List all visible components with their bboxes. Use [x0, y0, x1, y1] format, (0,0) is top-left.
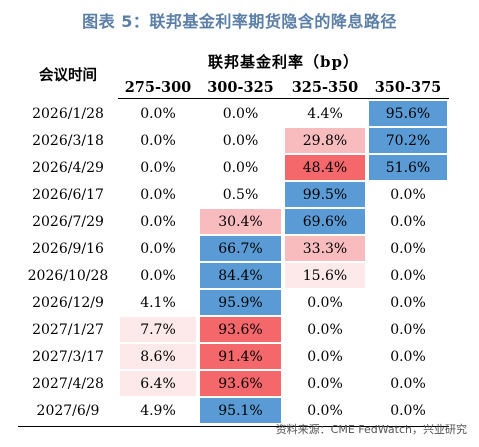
- probability-cell: 0.0%: [285, 290, 365, 315]
- probability-cell: 0.0%: [369, 371, 447, 396]
- meeting-date: 2026/10/28: [27, 267, 109, 284]
- probability-cell: 0.0%: [200, 155, 281, 180]
- probability-cell: 6.4%: [120, 371, 196, 396]
- probability-cell: 33.3%: [285, 236, 365, 261]
- probability-cell: 51.6%: [369, 155, 447, 180]
- probability-cell: 91.4%: [200, 344, 281, 369]
- probability-cell: 95.1%: [200, 398, 281, 423]
- probability-cell: 15.6%: [285, 263, 365, 288]
- meeting-date: 2026/3/18: [32, 132, 104, 149]
- probability-cell: 0.0%: [369, 263, 447, 288]
- probability-cell: 0.0%: [369, 290, 447, 315]
- probability-cell: 69.6%: [285, 209, 365, 234]
- probability-cell: 0.0%: [369, 398, 447, 423]
- row-header: 会议时间: [39, 66, 97, 84]
- probability-cell: 4.4%: [285, 101, 365, 126]
- bottom-rule: [18, 426, 449, 427]
- probability-cell: 95.9%: [200, 290, 281, 315]
- probability-cell: 0.0%: [120, 101, 196, 126]
- probability-cell: 93.6%: [200, 317, 281, 342]
- probability-cell: 0.0%: [285, 398, 365, 423]
- probability-cell: 95.6%: [369, 101, 447, 126]
- probability-cell: 0.0%: [200, 128, 281, 153]
- meeting-date: 2027/4/28: [32, 375, 104, 392]
- probability-cell: 70.2%: [369, 128, 447, 153]
- meeting-date: 2026/1/28: [32, 105, 104, 122]
- probability-cell: 8.6%: [120, 344, 196, 369]
- probability-cell: 0.0%: [285, 317, 365, 342]
- probability-cell: 0.0%: [369, 182, 447, 207]
- chart-title: 图表 5：联邦基金利率期货隐含的降息路径: [82, 12, 397, 31]
- meeting-date: 2026/12/9: [32, 294, 104, 311]
- probability-cell: 0.0%: [285, 344, 365, 369]
- probability-cell: 0.0%: [369, 236, 447, 261]
- meeting-date: 2027/1/27: [32, 321, 104, 338]
- probability-cell: 7.7%: [120, 317, 196, 342]
- meeting-date: 2026/4/29: [32, 159, 104, 176]
- probability-cell: 0.0%: [369, 317, 447, 342]
- probability-cell: 0.0%: [285, 371, 365, 396]
- column-header: 325-350: [291, 78, 359, 96]
- group-header: 联邦基金利率（bp）: [208, 52, 359, 71]
- probability-cell: 93.6%: [200, 371, 281, 396]
- column-header: 350-375: [374, 78, 442, 96]
- probability-cell: 0.0%: [120, 209, 196, 234]
- meeting-date: 2027/3/17: [32, 348, 104, 365]
- probability-cell: 4.1%: [120, 290, 196, 315]
- meeting-date: 2026/9/16: [32, 240, 104, 257]
- probability-cell: 66.7%: [200, 236, 281, 261]
- probability-cell: 0.0%: [120, 263, 196, 288]
- probability-cell: 0.0%: [120, 236, 196, 261]
- probability-cell: 0.0%: [369, 344, 447, 369]
- header-rule: [118, 98, 449, 99]
- probability-cell: 0.0%: [120, 155, 196, 180]
- probability-cell: 0.5%: [200, 182, 281, 207]
- probability-cell: 30.4%: [200, 209, 281, 234]
- meeting-date: 2026/7/29: [32, 213, 104, 230]
- source-note: 资料来源：CME FedWatch，兴业研究: [275, 423, 467, 436]
- probability-cell: 29.8%: [285, 128, 365, 153]
- probability-cell: 0.0%: [200, 101, 281, 126]
- probability-cell: 0.0%: [120, 182, 196, 207]
- probability-cell: 4.9%: [120, 398, 196, 423]
- probability-cell: 0.0%: [369, 209, 447, 234]
- meeting-date: 2026/6/17: [32, 186, 104, 203]
- column-header: 275-300: [124, 78, 192, 96]
- probability-cell: 99.5%: [285, 182, 365, 207]
- probability-cell: 0.0%: [120, 128, 196, 153]
- probability-cell: 84.4%: [200, 263, 281, 288]
- meeting-date: 2027/6/9: [36, 402, 100, 419]
- probability-cell: 48.4%: [285, 155, 365, 180]
- column-header: 300-325: [207, 78, 274, 96]
